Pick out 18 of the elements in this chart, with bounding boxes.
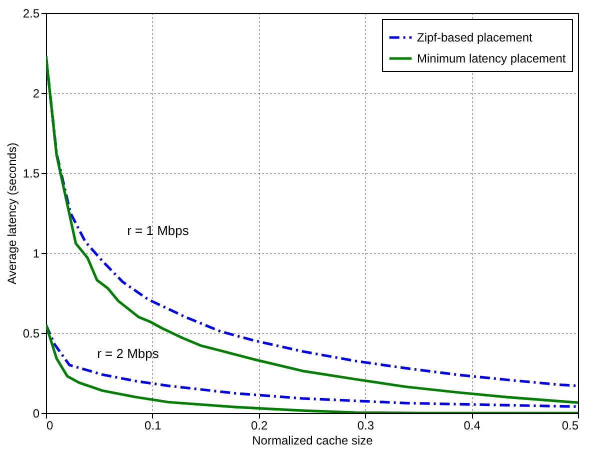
legend-label: Zipf-based placement [417,30,534,44]
x-tick-label: 0.4 [464,418,481,432]
y-axis-title: Average latency (seconds) [4,142,19,284]
x-tick-label: 0.2 [250,418,268,432]
y-tick-label: 2.5 [22,6,40,20]
y-tick-label: 1.5 [22,166,40,180]
annotation: r = 1 Mbps [127,223,190,238]
y-tick-label: 0.5 [22,326,40,340]
x-tick-label: 0.3 [357,418,374,432]
annotation: r = 2 Mbps [97,346,160,361]
y-tick-label: 0 [32,406,40,420]
legend-label: Minimum latency placement [417,52,566,66]
y-tick-label: 2 [32,86,40,100]
x-axis-title: Normalized cache size [252,434,374,448]
x-tick-label: 0 [46,418,54,432]
y-tick-label: 1 [32,246,40,260]
x-tick-label: 0.5 [562,418,579,432]
x-tick-label: 0.1 [144,418,162,432]
